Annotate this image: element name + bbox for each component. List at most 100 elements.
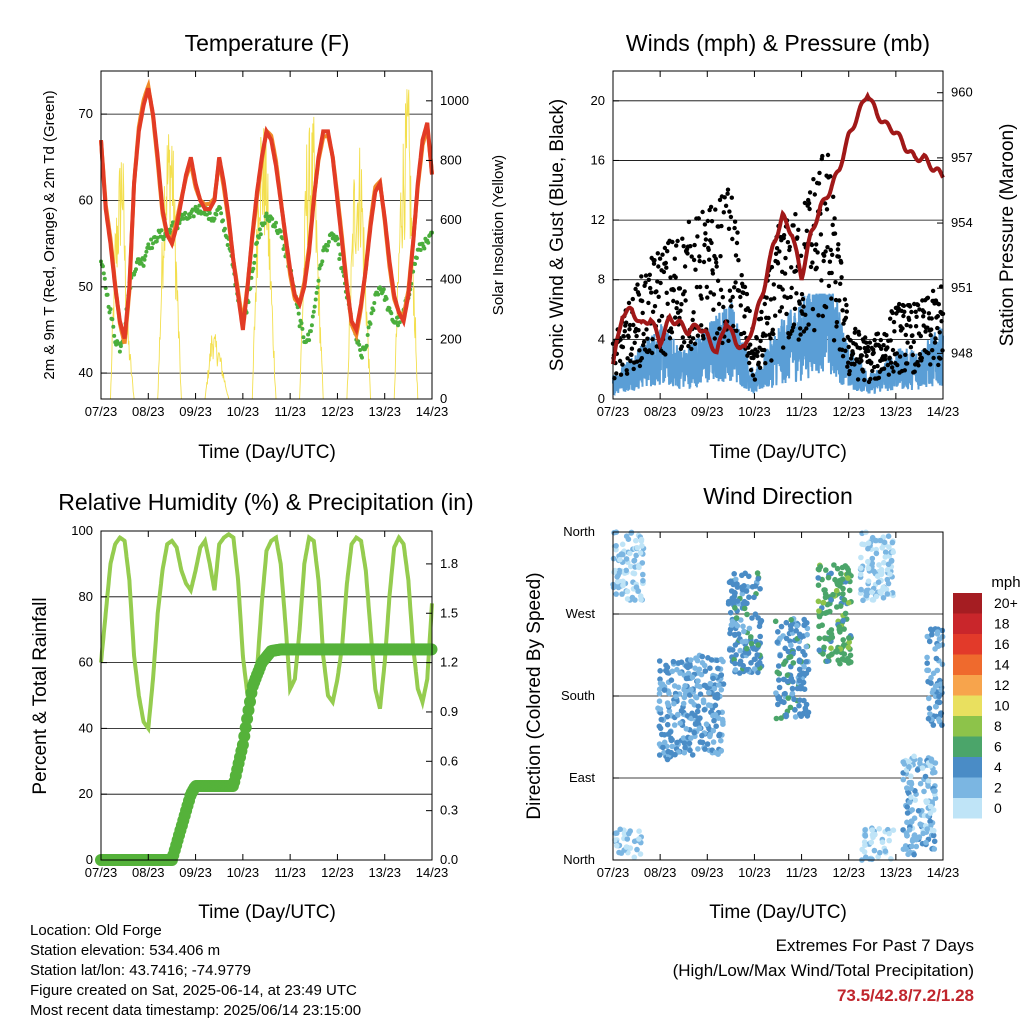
gust-point [718, 287, 724, 292]
dewpoint-point [364, 343, 369, 348]
temperature-ticks: 07/23 08/23 09/23 10/23 11/23 12/23 13/23 14/23… [79, 71, 469, 419]
direction-point [623, 844, 630, 850]
gust-point [709, 219, 715, 224]
direction-point [757, 633, 763, 640]
direction-point [908, 818, 915, 824]
dewpoint-point [297, 324, 302, 329]
gust-point [705, 295, 710, 300]
direction-point [637, 550, 644, 556]
direction-point [634, 545, 641, 551]
direction-point [884, 567, 891, 573]
dewpoint-point [222, 226, 227, 231]
direction-point [610, 555, 617, 562]
dewpoint-point [365, 333, 370, 337]
gust-point [879, 346, 884, 351]
dewpoint-point [141, 263, 146, 268]
direction-point [680, 735, 687, 741]
gust-point [806, 201, 812, 206]
direction-point [683, 663, 690, 669]
direction-point [776, 670, 782, 677]
legend-label: 6 [994, 739, 1002, 755]
x-tick-label: 11/23 [786, 865, 818, 880]
gust-point [674, 306, 679, 311]
direction-point [752, 611, 759, 617]
direction-point [796, 702, 802, 709]
direction-point [834, 581, 841, 588]
dewpoint-point [371, 308, 376, 313]
direction-point [928, 626, 934, 633]
gust-point [748, 367, 754, 373]
direction-point [831, 562, 837, 568]
dewpoint-point [264, 211, 269, 216]
gust-point [637, 348, 642, 353]
gust-point [819, 278, 824, 283]
direction-point [922, 773, 929, 780]
direction-point [828, 597, 834, 603]
direction-point [785, 695, 792, 701]
direction-point [691, 729, 697, 736]
direction-point [783, 619, 790, 626]
direction-point [716, 731, 723, 738]
winds-panel: Winds (mph) & Pressure (mb) 07/23 08/23 09… [547, 30, 1018, 463]
gust-point [779, 305, 784, 310]
direction-point [846, 587, 853, 594]
direction-point [792, 706, 798, 713]
gust-point [782, 271, 788, 276]
direction-point [751, 594, 757, 601]
direction-point [815, 575, 821, 581]
gust-point [720, 340, 725, 346]
gust-point [759, 309, 764, 315]
gust-point [908, 324, 913, 329]
x-tick-label: 13/23 [368, 404, 401, 419]
direction-point [782, 645, 788, 652]
direction-point [882, 848, 889, 854]
direction-point [681, 749, 688, 756]
gust-point [773, 313, 778, 318]
direction-point [926, 705, 933, 712]
direction-point [637, 593, 644, 599]
gust-point [783, 255, 788, 261]
gust-point [656, 294, 661, 299]
direction-point [907, 799, 913, 805]
direction-point [718, 737, 724, 744]
dewpoint-point [191, 214, 196, 219]
gust-point [868, 376, 873, 382]
y-tick-label: 60 [79, 655, 93, 670]
direction-point [729, 595, 735, 602]
direction-point [788, 617, 794, 623]
gust-point [785, 295, 790, 300]
legend-swatch [953, 593, 982, 614]
direction-point [748, 634, 754, 640]
direction-point [845, 600, 852, 606]
temperature-xlabel: Time (Day/UTC) [198, 442, 336, 463]
dewpoint-point [299, 321, 304, 326]
gust-point [668, 275, 673, 280]
dewpoint-point [422, 246, 427, 251]
direction-point [783, 712, 789, 718]
gust-point [769, 358, 774, 363]
gust-point [771, 331, 776, 337]
direction-point [858, 554, 864, 561]
gust-point [730, 294, 735, 300]
direction-point [880, 595, 887, 601]
direction-point [801, 664, 807, 670]
gust-point [806, 322, 811, 327]
dewpoint-point [413, 262, 417, 266]
direction-point [746, 594, 752, 600]
direction-point [846, 639, 852, 645]
dewpoint-point [134, 267, 138, 272]
direction-point [720, 721, 726, 727]
gust-point [793, 212, 798, 217]
gust-point [626, 334, 631, 340]
gust-point [651, 261, 657, 266]
gust-point [661, 269, 667, 275]
direction-point [633, 584, 640, 590]
gust-point [792, 306, 798, 311]
gust-point [706, 247, 711, 252]
gust-point [725, 191, 730, 196]
direction-point [628, 563, 634, 570]
direction-point [792, 714, 799, 720]
direction-point [623, 533, 630, 539]
gust-point [798, 332, 803, 337]
gust-point [682, 340, 687, 345]
